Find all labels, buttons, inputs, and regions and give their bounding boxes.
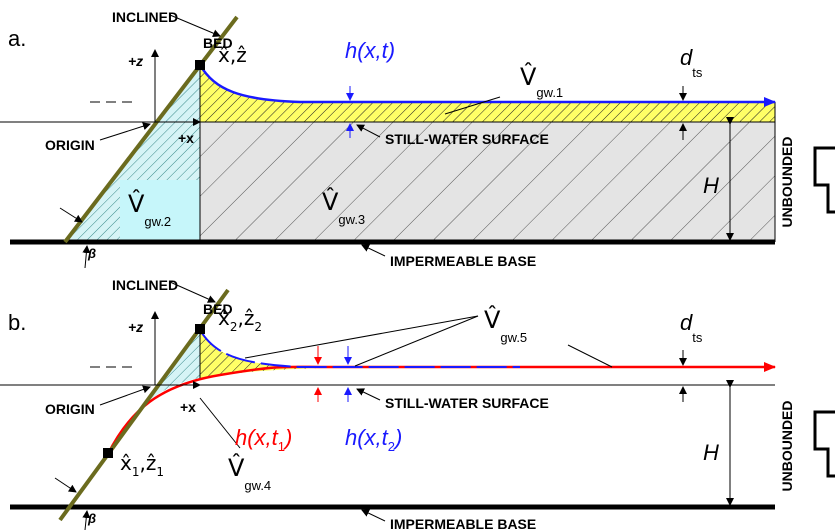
origin-coords: x̂,ẑ (218, 43, 247, 67)
subscript: 2 (230, 320, 238, 334)
h-label: h(x,t) (345, 38, 395, 63)
origin-marker (195, 60, 205, 70)
leader (200, 398, 240, 448)
still-water-label: STILL-WATER SURFACE (385, 131, 549, 147)
subscript: gw.2 (144, 214, 171, 229)
depth-label: H (703, 440, 719, 465)
text: h(x,t (345, 425, 389, 450)
coord: x̂ (120, 451, 132, 475)
leader (362, 245, 385, 256)
beta-arrow (85, 246, 87, 268)
unbounded-label: UNBOUNDED (779, 401, 795, 492)
depth-label: H (703, 173, 719, 198)
x-axis-label: +x (180, 399, 196, 415)
origin-label: ORIGIN (45, 401, 95, 417)
beta-arrow (55, 478, 76, 492)
subscript: 1 (156, 465, 164, 479)
subscript: gw.5 (500, 330, 527, 345)
symbol: V̂ (128, 190, 145, 218)
marker-top (195, 324, 205, 334)
panel-b: b. INCLINED BED x̂2,ẑ2 +z +x ORIGIN V̂gw… (0, 277, 835, 530)
panel-a: a. INCLINED BED x̂,ẑ +z +x ORIGIN h(x,t)… (0, 9, 835, 269)
h-t1-label: h(x,t1) (235, 425, 292, 454)
low-coords: x̂1,ẑ1 (120, 451, 164, 479)
beta-arrow (85, 511, 87, 530)
inclined-label: INCLINED (112, 9, 178, 25)
z-axis-label: +z (128, 319, 143, 335)
subscript: ts (692, 330, 703, 345)
hatch (200, 330, 360, 378)
beta-label: β (87, 511, 96, 526)
unbounded-label: UNBOUNDED (779, 137, 795, 228)
free-surface (200, 65, 775, 102)
text: h(x,t (235, 425, 279, 450)
top-coords: x̂2,ẑ2 (218, 306, 262, 334)
inclined-label: INCLINED (112, 277, 178, 293)
beta-label: β (87, 246, 96, 261)
subscript: gw.3 (338, 212, 365, 227)
subscript: gw.1 (536, 85, 563, 100)
leader (100, 387, 150, 405)
panel-label: b. (8, 310, 26, 335)
symbol: d (680, 310, 693, 335)
leader (357, 389, 380, 400)
still-water-label: STILL-WATER SURFACE (385, 395, 549, 411)
free-surface-t2 (200, 330, 520, 367)
leader (355, 316, 478, 366)
origin-label: ORIGIN (45, 137, 95, 153)
subscript: gw.4 (244, 478, 271, 493)
volume-label: V̂gw.4 (228, 454, 271, 493)
symbol: d (680, 45, 693, 70)
subscript: 1 (132, 465, 140, 479)
beta-arrow (60, 208, 82, 222)
leader (362, 510, 385, 521)
bracket (815, 148, 835, 212)
subscript: ts (692, 65, 703, 80)
h-t2-label: h(x,t2) (345, 425, 402, 454)
base-label: IMPERMEABLE BASE (390, 253, 536, 269)
symbol: V̂ (228, 454, 245, 482)
marker-low (103, 448, 113, 458)
leader (245, 316, 478, 358)
subscript: 2 (254, 320, 262, 334)
volume-label: V̂gw.5 (484, 306, 527, 345)
subscript: 1 (278, 439, 285, 454)
coord: x̂ (218, 306, 230, 330)
diagram: a. INCLINED BED x̂,ẑ +z +x ORIGIN h(x,t)… (0, 0, 835, 530)
base-label: IMPERMEABLE BASE (390, 516, 536, 530)
coord: ,ẑ (237, 306, 254, 330)
volume-label: V̂gw.1 (520, 63, 563, 100)
x-axis-label: +x (178, 130, 194, 146)
panel-label: a. (8, 26, 26, 51)
bracket (815, 412, 835, 476)
dts-label: dts (680, 45, 703, 80)
symbol: V̂ (484, 306, 501, 334)
leader (568, 345, 612, 367)
subscript: 2 (388, 439, 395, 454)
coord: ,ẑ (139, 451, 156, 475)
symbol: V̂ (322, 188, 339, 216)
dts-label: dts (680, 310, 703, 345)
symbol: V̂ (520, 63, 537, 91)
z-axis-label: +z (128, 53, 143, 69)
hatch (200, 65, 775, 122)
